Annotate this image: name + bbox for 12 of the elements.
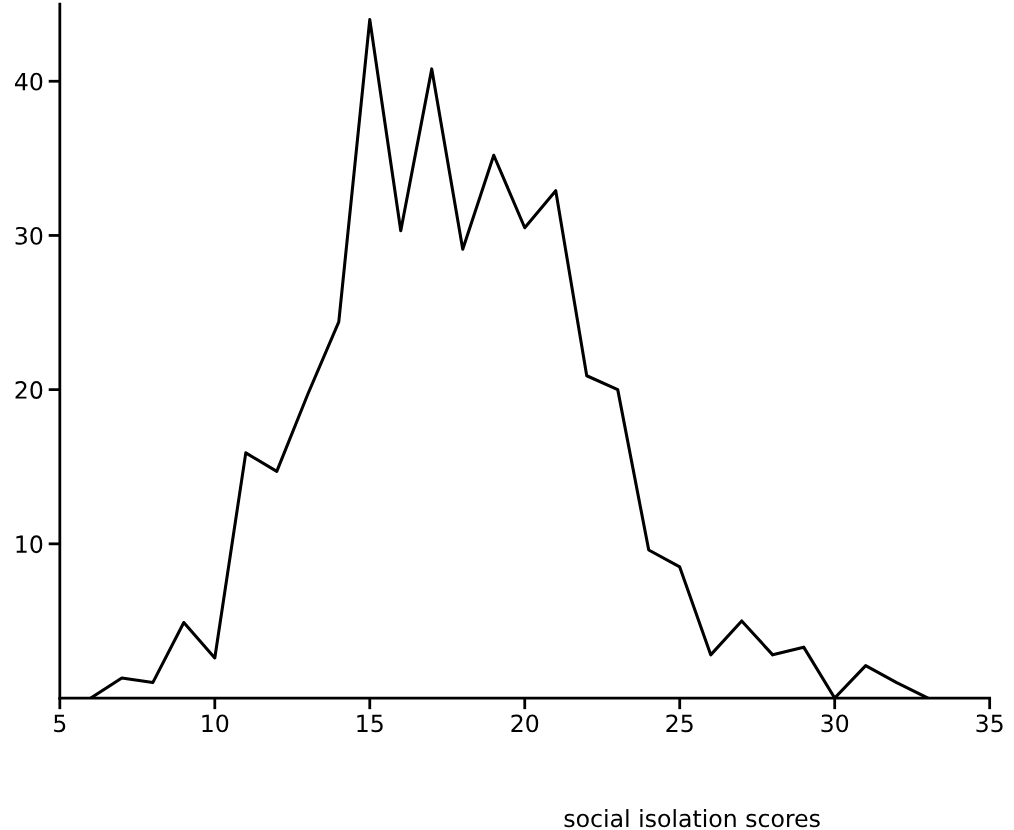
x-axis-title: social isolation scores [564,809,820,828]
x-tick-label: 20 [511,714,539,733]
x-tick-label: 10 [202,714,229,733]
x-tick-label: 15 [357,714,383,733]
x-tick-label: 25 [666,714,693,733]
y-tick-label: 40 [14,72,43,91]
x-tick-label: 35 [976,714,1003,733]
x-tick-label: 5 [54,714,66,733]
y-tick-label: 10 [16,535,43,554]
y-tick-label: 20 [15,381,43,399]
x-tick-label: 30 [821,714,849,733]
y-tick-label: 30 [15,226,43,245]
